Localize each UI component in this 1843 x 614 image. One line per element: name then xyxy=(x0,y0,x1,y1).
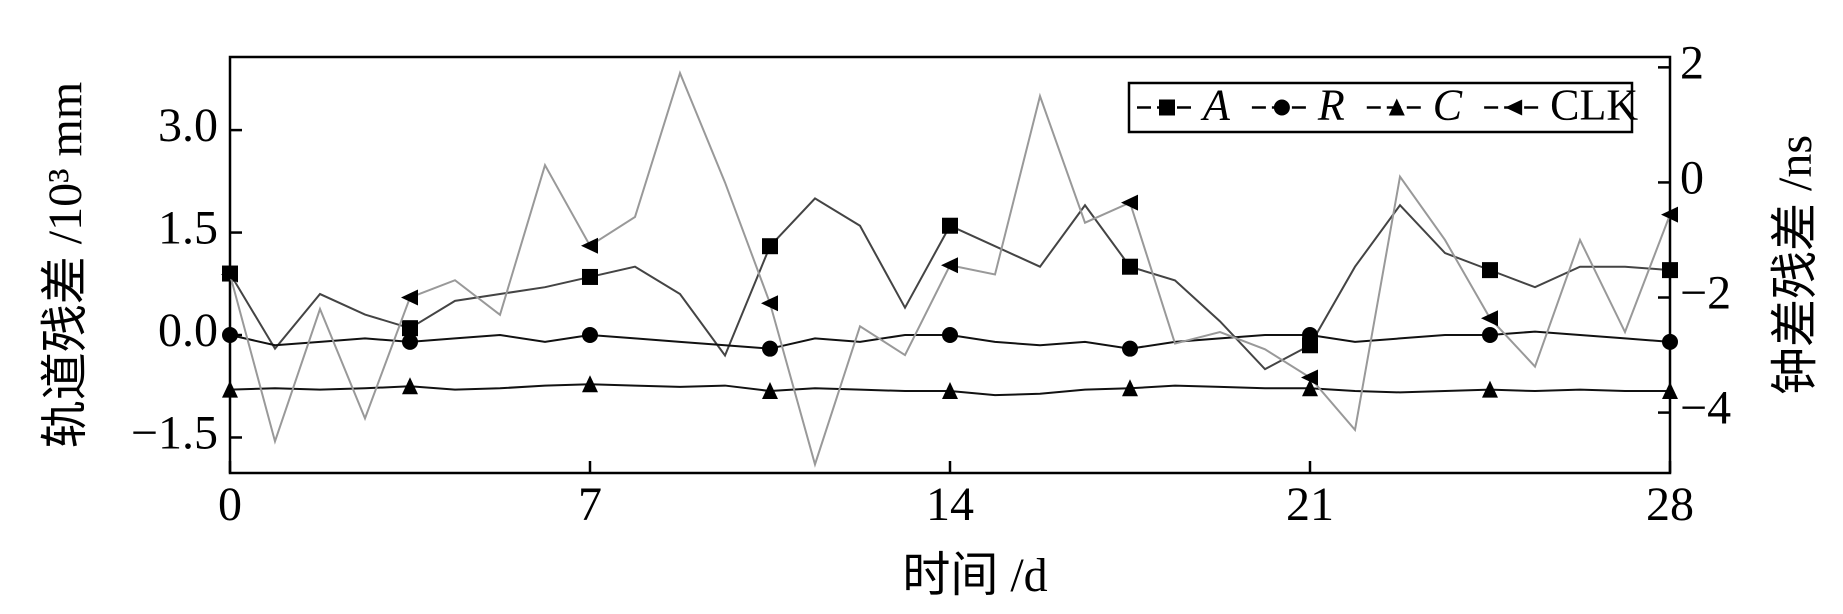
data-point xyxy=(401,289,418,306)
x-tick-label: 14 xyxy=(926,478,974,531)
y-tick-label: −1.5 xyxy=(131,406,218,459)
data-point xyxy=(402,377,418,395)
y2-tick-label: −2 xyxy=(1680,267,1731,320)
data-point xyxy=(942,382,958,400)
data-point xyxy=(941,257,958,274)
data-point xyxy=(222,380,238,398)
data-point xyxy=(1662,262,1678,279)
legend-marker xyxy=(1388,98,1405,116)
data-point xyxy=(942,327,958,344)
data-point xyxy=(1122,379,1138,397)
data-point xyxy=(761,295,778,312)
data-point xyxy=(1122,258,1138,275)
data-point xyxy=(1662,382,1678,400)
y-axis-label: 轨道残差 /10³ mm xyxy=(39,82,92,448)
data-point xyxy=(1482,262,1498,279)
data-point xyxy=(1302,379,1318,397)
y-tick-label: 0.0 xyxy=(158,304,218,357)
legend-marker xyxy=(1159,99,1175,116)
data-point xyxy=(402,320,418,337)
legend-marker xyxy=(1273,99,1290,116)
x-tick-label: 28 xyxy=(1646,478,1694,531)
x-axis-label: 时间 /d xyxy=(902,549,1047,602)
y-tick-label: 1.5 xyxy=(158,202,218,255)
y2-tick-label: 2 xyxy=(1680,36,1704,89)
data-point xyxy=(942,217,958,234)
data-point xyxy=(1482,380,1498,398)
data-point xyxy=(1661,206,1678,223)
data-point xyxy=(582,375,598,393)
data-point xyxy=(582,327,598,344)
y2-tick-label: 0 xyxy=(1680,151,1704,204)
legend-label: C xyxy=(1433,81,1463,130)
data-point xyxy=(222,327,238,344)
legend-label: R xyxy=(1317,81,1345,130)
y2-axis-label: 钟差残差 /ns xyxy=(1769,135,1822,395)
data-point xyxy=(581,237,598,254)
x-tick-label: 0 xyxy=(218,478,242,531)
data-point xyxy=(762,382,778,400)
data-point xyxy=(1662,333,1678,350)
x-tick-label: 21 xyxy=(1286,478,1334,531)
data-point xyxy=(402,333,418,350)
data-point xyxy=(762,340,778,357)
data-point xyxy=(1121,194,1138,211)
x-tick-label: 7 xyxy=(578,478,602,531)
y-tick-label: 3.0 xyxy=(158,99,218,152)
data-point xyxy=(1122,340,1138,357)
data-point xyxy=(1481,310,1498,327)
legend-label: A xyxy=(1200,81,1231,130)
legend-marker xyxy=(1505,99,1523,116)
legend-label: CLK xyxy=(1550,81,1638,130)
data-point xyxy=(1482,327,1498,344)
y2-tick-label: −4 xyxy=(1680,382,1731,435)
data-point xyxy=(762,238,778,255)
data-point xyxy=(582,268,598,285)
data-point xyxy=(1301,369,1318,386)
data-point xyxy=(1302,327,1318,344)
data-point xyxy=(221,266,238,283)
